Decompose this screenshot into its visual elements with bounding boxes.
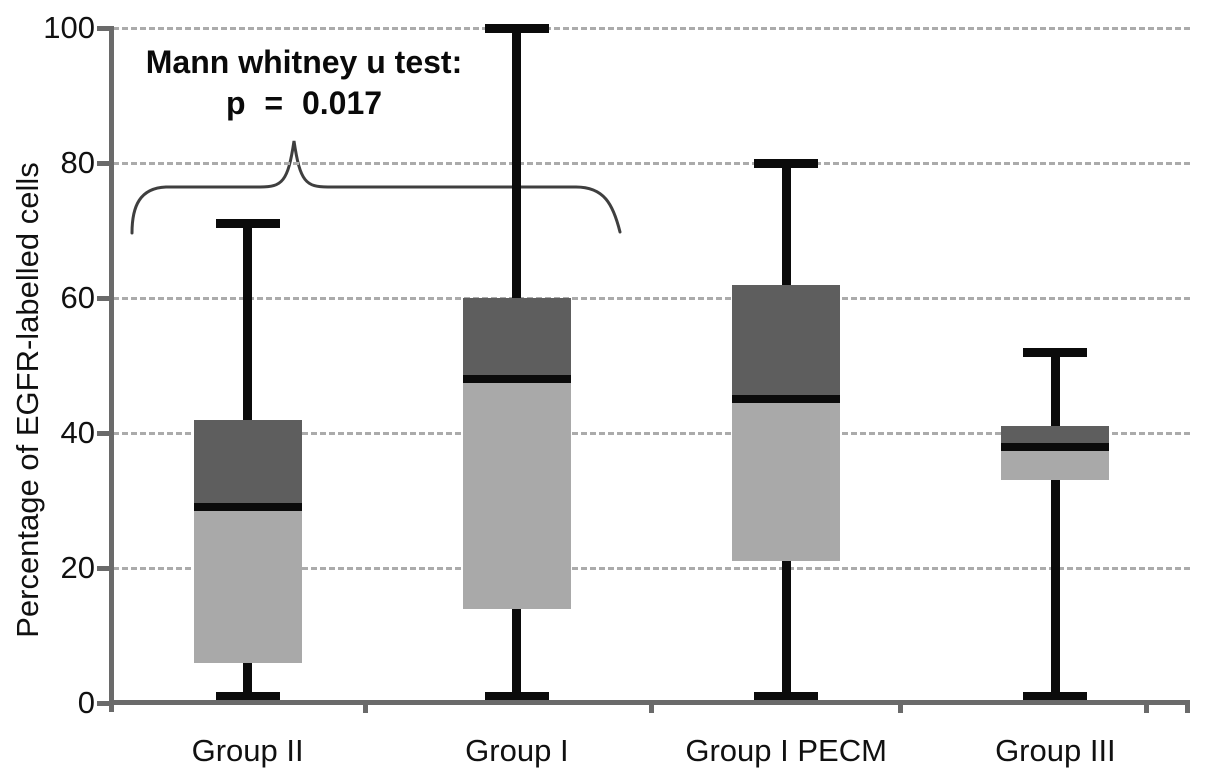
y-tick-label-0: 0 (77, 685, 95, 720)
x-axis-end-tick (1185, 700, 1190, 713)
gridline-60 (113, 296, 1190, 300)
x-category-label-group-iii: Group III (995, 733, 1116, 768)
y-axis-tick-60 (97, 295, 113, 301)
y-tick-label-80: 80 (60, 145, 95, 180)
y-tick-label-100: 100 (43, 10, 95, 45)
lower-whisker-group-ii (243, 662, 253, 697)
x-axis-tick-4 (1144, 700, 1150, 713)
box-upper-quartile-group-iii (1001, 426, 1110, 447)
x-axis-tick-1 (362, 700, 368, 713)
lower-whisker-cap-group-i (484, 691, 549, 701)
y-axis-tick-80 (97, 160, 113, 166)
lower-whisker-cap-group-ii (215, 691, 280, 701)
median-group-ii (193, 503, 302, 512)
box-upper-quartile-group-ii (193, 419, 302, 508)
box-upper-quartile-group-i (462, 298, 571, 379)
lower-whisker-cap-group-i-pecm (754, 691, 819, 701)
lower-whisker-cap-group-iii (1023, 691, 1088, 701)
upper-whisker-cap-group-i-pecm (754, 158, 819, 168)
upper-whisker-group-iii (1050, 352, 1060, 427)
lower-whisker-group-iii (1050, 480, 1060, 697)
stat-test-name: Mann whitney u test: (145, 44, 463, 80)
box-lower-quartile-group-i-pecm (732, 399, 841, 562)
gridline-100 (113, 26, 1190, 30)
box-lower-quartile-group-iii (1001, 446, 1110, 481)
upper-whisker-cap-group-iii (1023, 347, 1088, 357)
gridline-80 (113, 161, 1190, 165)
x-category-label-group-i: Group I (465, 733, 569, 768)
x-axis-tick-2 (649, 700, 654, 713)
y-axis-line (109, 26, 114, 712)
y-tick-label-60: 60 (60, 280, 95, 315)
gridline-40 (113, 431, 1190, 435)
upper-whisker-group-ii (243, 223, 253, 420)
stat-annotation: Mann whitney u test: p = 0.017 (126, 44, 482, 122)
x-axis-tick-3 (897, 700, 903, 713)
x-axis-line (109, 700, 1190, 705)
upper-whisker-group-i-pecm (781, 163, 791, 285)
median-group-iii (1001, 442, 1110, 451)
y-axis-tick-20 (97, 565, 113, 571)
x-category-label-group-ii: Group II (191, 733, 304, 768)
lower-whisker-group-i (512, 608, 522, 697)
upper-whisker-cap-group-ii (215, 219, 280, 229)
upper-whisker-group-i (512, 28, 522, 298)
stat-p-value: p = 0.017 (225, 85, 383, 121)
y-axis-tick-100 (97, 25, 113, 31)
lower-whisker-group-i-pecm (781, 561, 791, 697)
median-group-i-pecm (732, 395, 841, 404)
y-tick-label-20: 20 (60, 550, 95, 585)
x-category-label-group-i-pecm: Group I PECM (685, 733, 887, 768)
y-axis-tick-40 (97, 430, 113, 436)
gridline-20 (113, 566, 1190, 570)
median-group-i (462, 375, 571, 383)
y-axis-tick-0 (97, 700, 113, 706)
box-lower-quartile-group-ii (193, 507, 302, 663)
upper-whisker-cap-group-i (484, 23, 549, 33)
box-lower-quartile-group-i (462, 379, 571, 609)
box-upper-quartile-group-i-pecm (732, 284, 841, 400)
y-tick-label-40: 40 (60, 415, 95, 450)
